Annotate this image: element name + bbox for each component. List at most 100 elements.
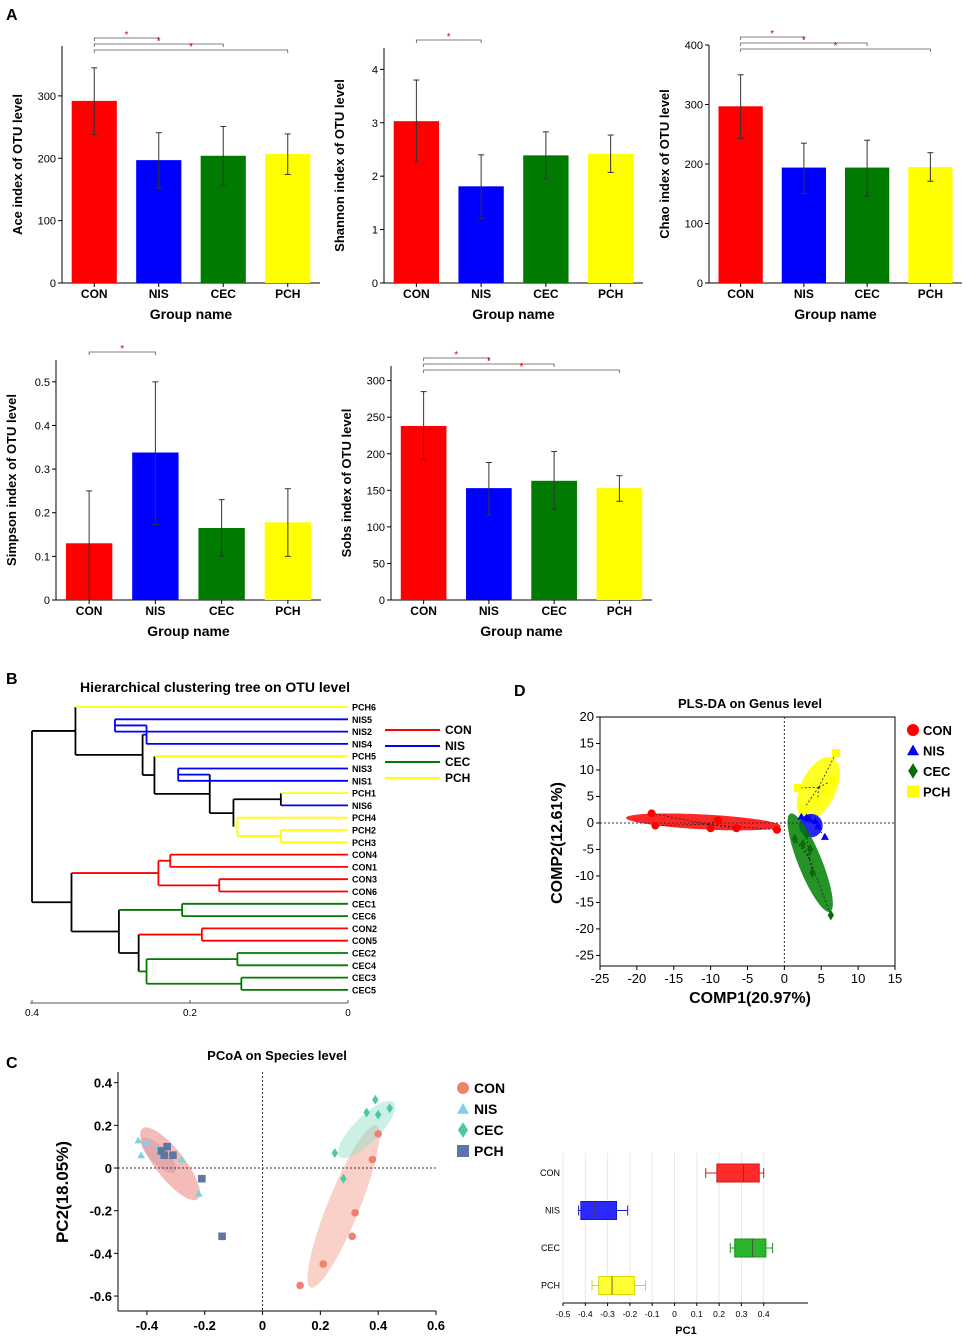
point-nis [820,832,829,840]
leaf-label-cec5: CEC5 [352,985,376,995]
leaf-label-pch3: PCH3 [352,838,376,848]
x-tick-label: -25 [591,971,610,986]
leaf-label-pch5: PCH5 [352,752,376,762]
dendrogram-title: Hierarchical clustering tree on OTU leve… [80,679,350,695]
bar-pch [265,153,311,283]
pc1-boxplot: CON NIS CEC PCH -0.5 -0.4 -0.3 -0.2 -0.1 0 0.1 0.2 0… [540,1153,808,1337]
centroid-link [818,786,826,792]
y-tick-label: 200 [367,449,385,461]
centroid-link [655,823,709,827]
significance-bracket [740,36,805,40]
significance-star: * [487,356,491,367]
legend-label-con: CON [445,723,472,737]
y-tick-label: 2 [372,171,378,183]
ellipse-cec [787,813,833,913]
legend-label-con: CON [474,1080,505,1096]
legend-marker-pch [457,1145,469,1157]
x-tick-label: -0.4 [578,1309,593,1319]
x-tick-label: NIS [149,287,169,301]
x-tick-label: PCH [607,604,632,618]
point-pch [799,805,808,814]
pcoa-scatter: PCoA on Species level -0.4 -0.2 0 0.2 0.4 0.6 -… [53,1048,505,1333]
y-tick-label: -10 [575,868,594,883]
legend-marker-cec [457,1122,469,1138]
significance-star: * [770,29,774,40]
x-axis-label: Group name [794,306,877,322]
x-tick-label: -0.4 [136,1318,159,1333]
x-tick-label: -10 [701,971,720,986]
panel-label-b: B [6,671,18,688]
point-cec [806,844,814,855]
panel-label-c: C [6,1055,18,1072]
y-tick-label: -15 [575,894,594,909]
y-tick-label: 0 [105,1161,112,1176]
legend-marker-nis [457,1103,469,1114]
y-tick-label: 0 [372,278,378,290]
panel-label-d: D [514,683,526,700]
point-cec [372,1094,379,1105]
x-tick-label: CEC [211,287,237,301]
bar-pch [908,166,953,283]
y-tick-label: 20 [580,709,594,724]
point-con [706,824,715,833]
pcoa-title: PCoA on Species level [207,1048,347,1063]
point-cec [803,829,810,840]
y-tick-label: 0.1 [35,551,50,563]
point-nis [811,816,820,825]
y-tick-label: -0.4 [90,1246,113,1261]
centroid-link [794,838,810,860]
x-tick-label: 0.2 [713,1309,725,1319]
x-tick-label: NIS [479,604,499,618]
legend-marker-cec [908,763,918,779]
y-tick-label: 0 [697,278,703,290]
y-tick-label: 0 [587,815,594,830]
leaf-label-nis6: NIS6 [352,801,372,811]
x-tick-label: 10 [851,971,865,986]
leaf-label-con2: CON2 [352,924,377,934]
bar-pch [596,488,643,600]
point-con [348,1232,356,1241]
y-tick-label: 300 [367,376,385,388]
x-tick-label: -0.1 [645,1309,660,1319]
point-con [714,816,722,825]
y-tick-label: 0 [379,595,385,607]
centroid-link [812,822,826,837]
x-tick-label: PCH [275,604,300,618]
legend-label-cec: CEC [923,764,951,779]
legend-marker-con [907,724,919,736]
x-tick-label: 15 [888,971,902,986]
ellipse-con [307,1125,380,1288]
x-axis-label: Group name [472,306,555,322]
y-tick-label: -5 [582,841,594,856]
x-tick-label: -15 [664,971,683,986]
ace-bar-chart: 0 100 200 300 CON NIS CEC PCH Group name Ace inde… [10,30,320,322]
y-tick-label: -20 [575,921,594,936]
y-axis-label: Chao index of OTU level [657,89,672,239]
leaf-label-cec6: CEC6 [352,912,376,922]
x-axis-label: Group name [150,306,233,322]
y-tick-label: 300 [685,100,703,112]
point-con [773,825,781,834]
significance-star: * [834,41,838,52]
y-tick-label: 150 [367,485,385,497]
point-con [296,1281,304,1290]
point-cec [809,867,816,878]
legend-marker-con [457,1082,469,1094]
x-tick-label: 0.4 [369,1318,388,1333]
point-con [732,824,741,833]
x-tick-label: 5 [818,971,825,986]
box-cec [734,1238,767,1258]
point-cec [791,833,798,845]
x-tick-label: NIS [145,604,165,618]
y-tick-label: -0.2 [90,1204,112,1219]
significance-bracket [423,363,555,367]
leaf-label-pch4: PCH4 [352,813,376,823]
point-con [647,809,656,818]
point-pch [169,1151,177,1160]
shannon-bar-chart: 0 1 2 3 4 CON NIS CEC PCH Group name Shannon index… [332,32,643,322]
y-tick-label: 300 [38,91,56,103]
x-axis-label: PC1 [675,1325,696,1337]
leaf-label-cec4: CEC4 [352,961,376,971]
y-tick-label: 200 [685,159,703,171]
x-tick-label: -0.5 [556,1309,571,1319]
